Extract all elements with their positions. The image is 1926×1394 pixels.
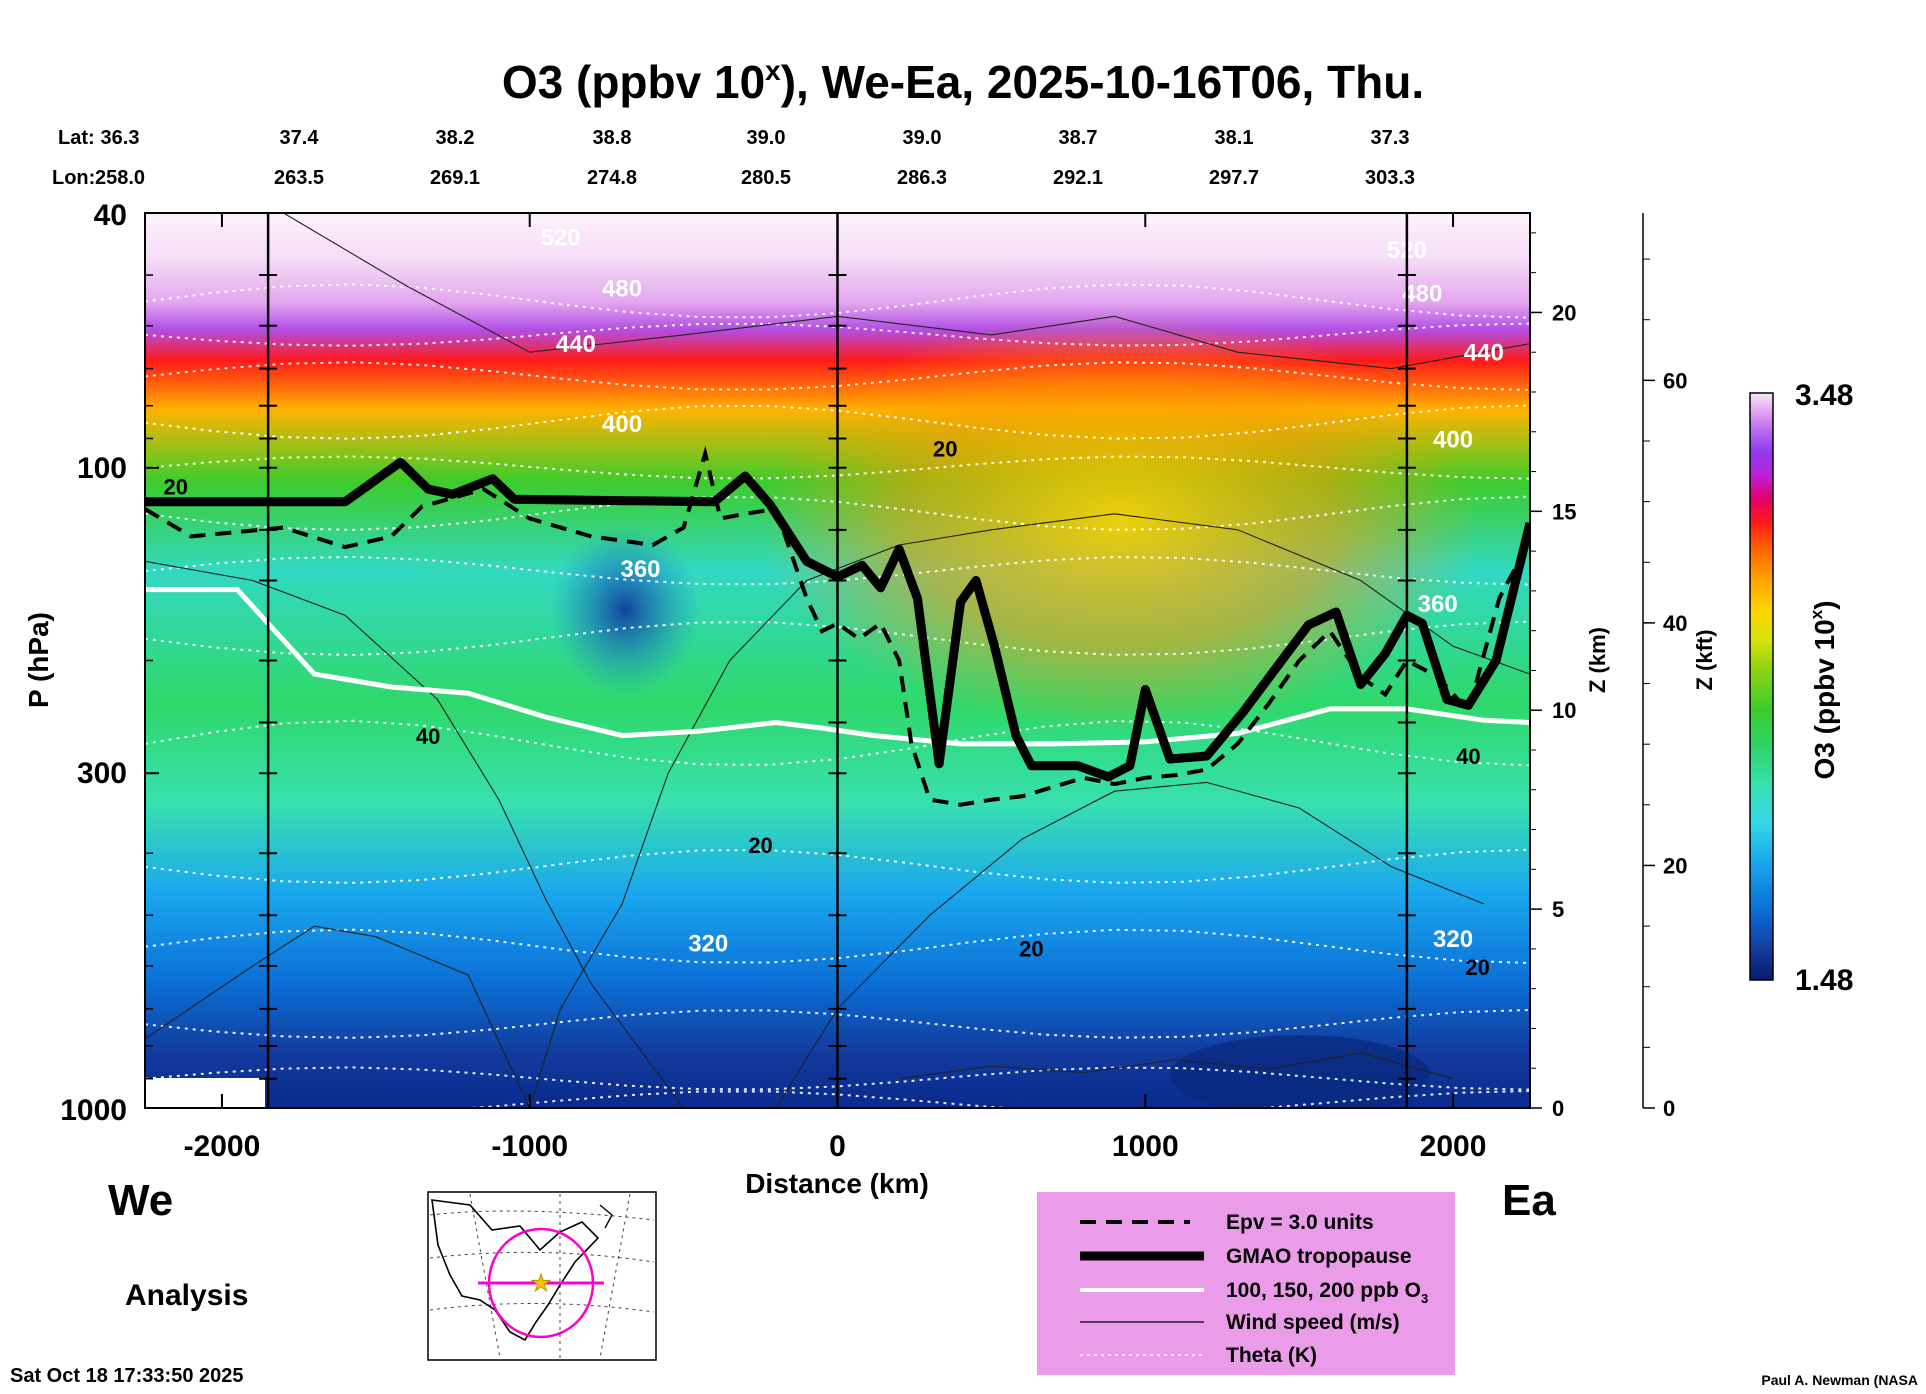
legend-o3-label: 100, 150, 200 ppb O3 — [1226, 1279, 1428, 1306]
ozone-100ppb-contour — [145, 587, 1530, 747]
z-kft-ticks: 60 40 20 0 — [1643, 258, 1687, 1121]
theta-label: 400 — [602, 411, 642, 438]
theta-label: 360 — [620, 556, 660, 583]
ozone-high-east — [760, 310, 1480, 730]
wind-label: 20 — [164, 474, 188, 499]
lat-value: 39.0 — [747, 127, 786, 149]
missing-terrain — [145, 1078, 265, 1108]
x-tick-label: 0 — [829, 1130, 846, 1163]
east-label: Ea — [1502, 1176, 1556, 1225]
legend-wind-label: Wind speed (m/s) — [1226, 1311, 1400, 1334]
legend: Epv = 3.0 units GMAO tropopause 100, 150… — [1037, 1192, 1455, 1375]
wind-label: 20 — [933, 436, 957, 461]
legend-epv-label: Epv = 3.0 units — [1226, 1211, 1374, 1234]
epv-contour — [145, 445, 1530, 807]
z-kft-label: Z (kft) — [1692, 629, 1717, 690]
theta-label: 320 — [1433, 926, 1473, 953]
ozone-low-east-surface — [1170, 1035, 1430, 1108]
theta-label: 440 — [1464, 340, 1504, 367]
lat-value: 38.1 — [1215, 127, 1254, 149]
credit: Paul A. Newman (NASA — [1761, 1372, 1918, 1388]
lat-value: 37.3 — [1371, 127, 1410, 149]
star-icon: ★ — [530, 1270, 552, 1297]
chart-title: O3 (ppbv 10x), We-Ea, 2025-10-16T06, Thu… — [502, 55, 1424, 108]
y-tick-label: 1000 — [60, 1094, 127, 1127]
lat-value: 38.8 — [593, 127, 632, 149]
lon-value: 303.3 — [1365, 167, 1415, 189]
z-km-tick-label: 10 — [1552, 698, 1576, 723]
section-lines — [259, 213, 1416, 1108]
colorbar-min: 1.48 — [1795, 964, 1853, 997]
theta-label: 400 — [1433, 427, 1473, 454]
y-tick-label: 100 — [77, 452, 127, 485]
wind-contour — [899, 1052, 1454, 1080]
lon-value: 297.7 — [1209, 167, 1259, 189]
z-km-tick-label: 0 — [1552, 1096, 1564, 1121]
theta-label: 320 — [688, 931, 728, 958]
y-axis: 40 100 300 1000 — [60, 199, 159, 1127]
wind-label: 20 — [748, 833, 772, 858]
x-tick-label: 2000 — [1420, 1130, 1487, 1163]
z-kft-tick-label: 40 — [1663, 611, 1687, 636]
legend-tropopause-label: GMAO tropopause — [1226, 1245, 1412, 1268]
x-tick-label: 1000 — [1112, 1130, 1179, 1163]
z-kft-tick-label: 20 — [1663, 853, 1687, 878]
z-kft-tick-label: 60 — [1663, 368, 1687, 393]
legend-theta-label: Theta (K) — [1226, 1344, 1317, 1367]
theta-label: 360 — [1418, 591, 1458, 618]
y-tick-label: 300 — [77, 757, 127, 790]
z-km-label: Z (km) — [1585, 627, 1610, 693]
lat-lon-row: 36.3 37.4 38.2 38.8 39.0 39.0 38.7 38.1 37.3 258.… — [95, 127, 1415, 189]
lon-label: Lon: — [52, 167, 95, 189]
timestamp: Sat Oct 18 17:33:50 2025 — [10, 1365, 244, 1387]
lat-value: 36.3 — [101, 127, 140, 149]
contour-labels: 5204804404003603205204804404003603202020… — [164, 225, 1504, 980]
lon-value: 269.1 — [430, 167, 480, 189]
lat-value: 38.2 — [436, 127, 475, 149]
x-tick-label: -1000 — [491, 1130, 568, 1163]
analysis-label: Analysis — [125, 1279, 248, 1312]
lon-value: 274.8 — [587, 167, 637, 189]
lat-value: 38.7 — [1059, 127, 1098, 149]
x-tick-label: -2000 — [184, 1130, 261, 1163]
wind-contour — [775, 781, 1485, 1108]
lon-value: 258.0 — [95, 167, 145, 189]
wind-label: 40 — [1456, 744, 1480, 769]
theta-label: 440 — [556, 331, 596, 358]
wind-label: 20 — [1465, 955, 1489, 980]
z-km-tick-label: 15 — [1552, 499, 1576, 524]
wind-label: 40 — [416, 724, 440, 749]
ozone-low-west — [550, 525, 700, 695]
inset-map: ★ — [427, 1191, 657, 1361]
lat-value: 39.0 — [903, 127, 942, 149]
lat-label: Lat: — [58, 127, 95, 149]
west-label: We — [108, 1176, 173, 1225]
z-km-tick-label: 5 — [1552, 897, 1564, 922]
z-km-ticks: 20 15 10 5 0 — [1530, 232, 1576, 1121]
lon-value: 263.5 — [274, 167, 324, 189]
x-axis-label: Distance (km) — [745, 1168, 929, 1199]
z-kft-tick-label: 0 — [1663, 1096, 1675, 1121]
wind-contour — [145, 925, 531, 1108]
lat-value: 37.4 — [280, 127, 320, 149]
y-axis-label: P (hPa) — [23, 612, 54, 708]
lon-value: 292.1 — [1053, 167, 1103, 189]
tropopause-line — [145, 457, 1530, 782]
colorbar-label: O3 (ppbv 10x) — [1807, 600, 1840, 779]
theta-label: 520 — [540, 225, 580, 252]
x-axis: -2000 -1000 0 1000 2000 — [184, 213, 1487, 1163]
theta-label: 480 — [1402, 281, 1442, 308]
wind-label: 20 — [1019, 937, 1043, 962]
wind-contour — [145, 560, 685, 1108]
z-km-tick-label: 20 — [1552, 300, 1576, 325]
colorbar — [1749, 392, 1774, 981]
theta-label: 480 — [602, 275, 642, 302]
lon-value: 286.3 — [897, 167, 947, 189]
y-tick-label: 40 — [94, 199, 127, 232]
lon-value: 280.5 — [741, 167, 791, 189]
colorbar-max: 3.48 — [1795, 379, 1853, 412]
wind-contour — [283, 213, 1530, 370]
